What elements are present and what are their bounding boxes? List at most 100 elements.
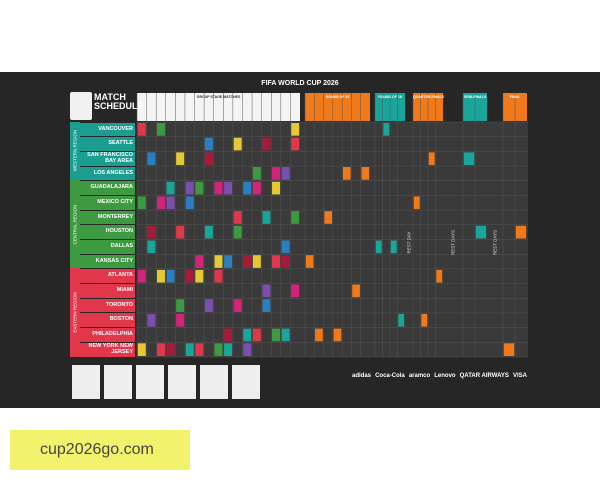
match-cell xyxy=(137,123,146,136)
match-cell xyxy=(204,299,213,312)
match-cell xyxy=(361,167,370,180)
group-legend xyxy=(72,365,260,399)
match-cell xyxy=(185,196,194,210)
city-name: SAN FRANCISCO BAY AREA xyxy=(80,151,135,166)
match-cell xyxy=(262,211,271,224)
match-cell xyxy=(252,328,261,342)
stage-label: QUARTER-FINALS xyxy=(413,95,445,99)
city-name: SEATTLE xyxy=(80,137,135,151)
match-cell xyxy=(281,255,290,268)
match-cell xyxy=(333,328,342,342)
city-name: PHILADELPHIA xyxy=(80,328,135,342)
match-cell xyxy=(233,137,242,151)
match-cell xyxy=(156,343,165,356)
match-cell xyxy=(195,255,204,268)
central-band xyxy=(70,180,80,268)
region-label: WESTERN REGION xyxy=(72,130,78,172)
match-cell xyxy=(166,343,175,356)
city-name: HOUSTON xyxy=(80,225,135,239)
city-name: MONTERREY xyxy=(80,210,135,225)
match-cell xyxy=(272,328,281,342)
match-cell xyxy=(147,313,156,327)
city-name: KANSAS CITY xyxy=(80,254,135,269)
sponsor: adidas xyxy=(352,373,372,379)
watermark-box: cup2026go.com xyxy=(10,430,190,470)
city-name: GUADALAJARA xyxy=(80,181,135,195)
match-cell xyxy=(262,299,271,312)
sponsor-row: adidas Coca-Cola aramco Lenovo QATAR AIRWAYS… xyxy=(352,373,527,379)
rest-label: REST DAYS xyxy=(450,229,456,256)
stage-label: GROUP STAGE MATCHES xyxy=(196,95,241,99)
match-cell xyxy=(214,269,223,283)
match-cell xyxy=(195,269,204,283)
match-cell xyxy=(233,299,242,312)
city-name: NEW YORK NEW JERSEY xyxy=(80,342,135,357)
match-cell xyxy=(272,255,281,268)
match-cell xyxy=(515,225,527,239)
match-cell xyxy=(185,181,194,195)
group-box xyxy=(168,365,196,399)
match-cell xyxy=(166,181,175,195)
city-name: MEXICO CITY xyxy=(80,195,135,210)
city-name: DALLAS xyxy=(80,240,135,254)
match-cell xyxy=(291,123,300,136)
stage-label: SEMI-FINALS xyxy=(463,95,487,99)
match-cell xyxy=(243,343,252,356)
rest-label: REST DAY xyxy=(406,231,412,254)
match-cell xyxy=(262,284,271,298)
sponsor: Coca-Cola xyxy=(375,373,405,379)
match-cell xyxy=(436,269,443,283)
sponsor: QATAR AIRWAYS xyxy=(459,373,509,379)
match-cell xyxy=(291,284,300,298)
match-cell xyxy=(243,328,252,342)
match-cell xyxy=(176,313,185,327)
match-cell xyxy=(147,240,156,254)
match-cell xyxy=(272,181,281,195)
match-cell xyxy=(176,299,185,312)
stage-label: FINAL xyxy=(509,95,521,99)
match-cell xyxy=(185,343,194,356)
sponsor: VISA xyxy=(512,373,527,379)
match-cell xyxy=(195,343,204,356)
match-cell xyxy=(224,181,233,195)
stage-label: ROUND OF 16 xyxy=(378,95,402,99)
trophy-logo xyxy=(70,92,92,120)
match-cell xyxy=(252,167,261,180)
match-cell xyxy=(375,240,382,254)
match-cell xyxy=(463,152,475,166)
match-cell xyxy=(147,152,156,166)
match-cell xyxy=(156,196,165,210)
city-name: LOS ANGELES xyxy=(80,166,135,181)
group-box xyxy=(136,365,164,399)
match-cell xyxy=(214,255,223,268)
match-cell xyxy=(475,225,487,239)
match-cell xyxy=(176,225,185,239)
match-cell xyxy=(195,181,204,195)
match-cell xyxy=(281,240,290,254)
city-name: VANCOUVER xyxy=(80,122,135,137)
match-cell xyxy=(166,196,175,210)
group-box xyxy=(232,365,260,399)
match-cell xyxy=(291,211,300,224)
match-cell xyxy=(233,225,242,239)
city-name: MIAMI xyxy=(80,284,135,298)
match-cell xyxy=(243,255,252,268)
match-cell xyxy=(176,152,185,166)
match-cell xyxy=(315,328,323,342)
match-cell xyxy=(214,343,223,356)
western-band xyxy=(70,122,80,180)
title: FIFA WORLD CUP 2026 xyxy=(261,80,339,87)
match-cell xyxy=(252,181,261,195)
region-label: EASTERN REGION xyxy=(72,292,78,333)
region-label: CENTRAL REGION xyxy=(72,204,78,245)
match-cell xyxy=(137,269,146,283)
match-cell xyxy=(352,284,360,298)
city-name: TORONTO xyxy=(80,298,135,313)
sponsor: Lenovo xyxy=(434,373,456,379)
stage-label: ROUND OF 32 xyxy=(325,95,350,99)
group-box xyxy=(72,365,100,399)
match-cell xyxy=(262,137,271,151)
match-cell xyxy=(224,255,233,268)
match-cell xyxy=(166,269,175,283)
